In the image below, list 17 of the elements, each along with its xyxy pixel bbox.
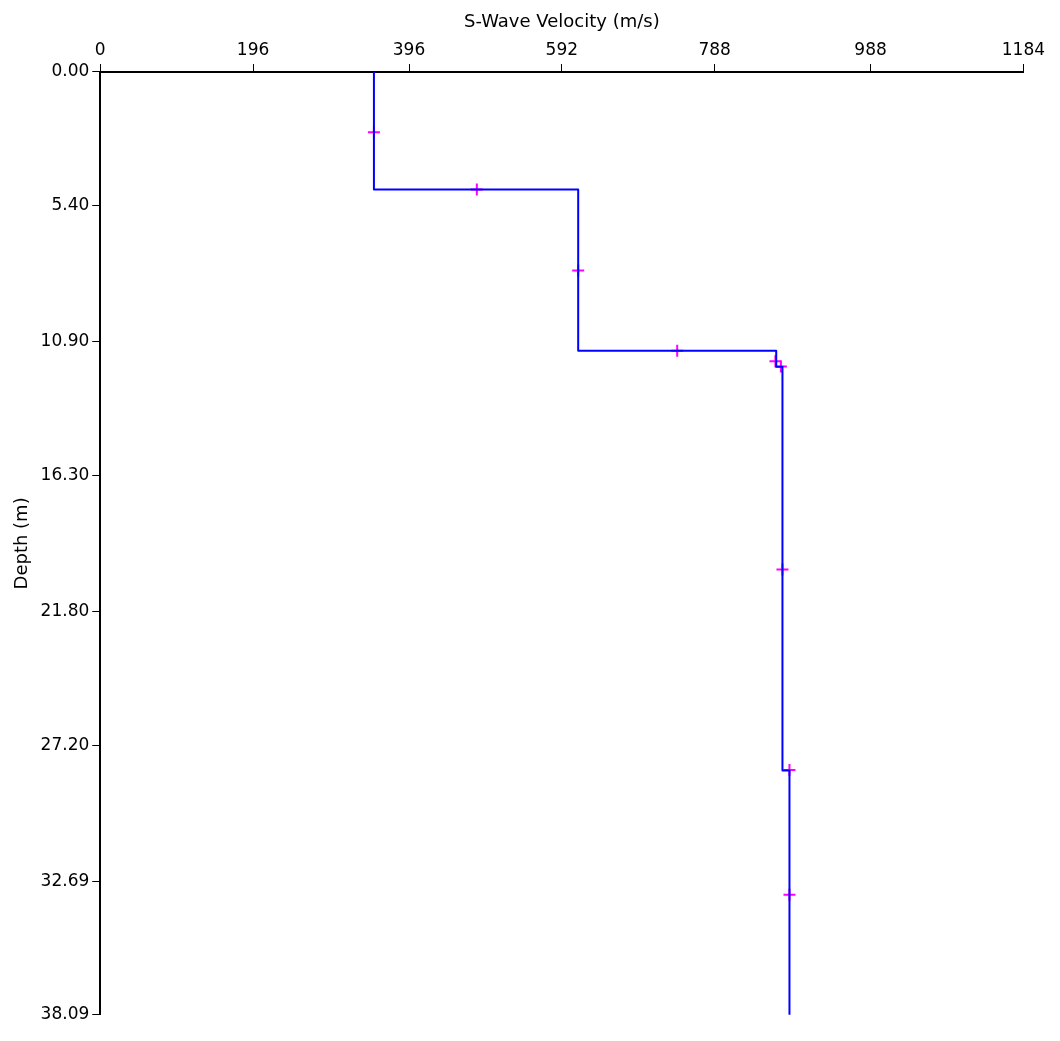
- x-tick-label: 988: [854, 39, 887, 60]
- x-tick-label: 196: [236, 39, 270, 60]
- y-tick-label: 0.00: [51, 60, 90, 81]
- x-tick-label: 788: [698, 39, 731, 60]
- x-tick-label: 0: [94, 39, 106, 60]
- y-tick-label: 38.09: [40, 1003, 90, 1024]
- y-tick-label: 10.90: [40, 330, 90, 351]
- x-tick-label: 1184: [1001, 39, 1045, 60]
- x-tick-label: 592: [545, 39, 579, 60]
- y-axis-title: Depth (m): [10, 497, 32, 590]
- y-tick-label: 32.69: [40, 869, 90, 890]
- y-tick-label: 21.80: [40, 600, 90, 621]
- y-tick-label: 27.20: [40, 733, 90, 754]
- y-tick-label: 16.30: [40, 463, 90, 484]
- x-axis-title: S-Wave Velocity (m/s): [463, 10, 660, 32]
- y-tick-label: 5.40: [51, 194, 90, 215]
- x-tick-label: 396: [392, 39, 426, 60]
